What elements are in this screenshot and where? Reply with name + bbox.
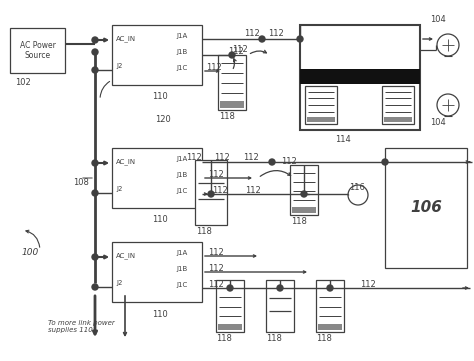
Text: 104: 104 [430, 15, 446, 24]
Text: 118: 118 [216, 334, 232, 343]
Text: 112: 112 [186, 153, 202, 162]
Bar [112, 148, 202, 208]
Text: 102: 102 [15, 78, 31, 87]
Text: 112: 112 [206, 63, 222, 72]
Bar [10, 28, 65, 73]
Circle shape [277, 285, 283, 291]
Circle shape [92, 254, 98, 260]
Bar [316, 280, 344, 332]
Text: 112: 112 [281, 157, 297, 166]
Bar [300, 25, 420, 130]
Text: 100: 100 [22, 248, 39, 257]
Text: J1A: J1A [176, 156, 187, 162]
Text: 112: 112 [208, 248, 224, 257]
Text: 112: 112 [208, 280, 224, 289]
Circle shape [208, 191, 214, 197]
Text: 110: 110 [152, 92, 168, 101]
Bar [112, 242, 202, 302]
Circle shape [269, 159, 275, 165]
Circle shape [229, 52, 235, 58]
Text: 120: 120 [155, 115, 171, 124]
Circle shape [92, 67, 98, 73]
Text: 110: 110 [152, 310, 168, 319]
Text: 114: 114 [335, 135, 351, 144]
Text: 112: 112 [243, 153, 259, 162]
Text: J1B: J1B [176, 172, 187, 178]
Text: J1C: J1C [176, 65, 187, 71]
Text: 118: 118 [219, 112, 235, 121]
Text: 112: 112 [268, 29, 284, 38]
Text: 104: 104 [430, 118, 446, 127]
Text: 108: 108 [73, 178, 89, 187]
Bar [266, 280, 294, 332]
Bar [382, 86, 414, 124]
Circle shape [297, 36, 303, 42]
Text: J1A: J1A [176, 33, 187, 39]
Text: 112: 112 [244, 29, 260, 38]
Bar [318, 324, 342, 330]
Bar [220, 101, 244, 108]
Circle shape [301, 191, 307, 197]
Bar [218, 55, 246, 110]
Text: AC_IN: AC_IN [116, 252, 136, 259]
Text: 118: 118 [196, 227, 212, 236]
Circle shape [92, 37, 98, 43]
Bar [292, 207, 316, 213]
Bar [307, 117, 335, 122]
Circle shape [382, 159, 388, 165]
Bar [218, 324, 242, 330]
Bar [112, 25, 202, 85]
Bar [216, 280, 244, 332]
Circle shape [227, 285, 233, 291]
Text: J1A: J1A [176, 250, 187, 256]
Text: 118: 118 [266, 334, 282, 343]
Text: 118: 118 [291, 217, 307, 226]
Text: 112: 112 [208, 264, 224, 273]
Bar [300, 69, 420, 84]
Text: J2: J2 [116, 280, 122, 286]
Text: 118: 118 [316, 334, 332, 343]
Circle shape [327, 285, 333, 291]
Text: 112: 112 [360, 280, 376, 289]
Bar [290, 165, 318, 215]
Text: J2: J2 [116, 63, 122, 69]
Text: AC Power
Source: AC Power Source [19, 41, 55, 60]
Text: 112: 112 [245, 186, 261, 195]
Bar [195, 160, 227, 225]
Text: 110: 110 [152, 215, 168, 224]
Circle shape [92, 284, 98, 290]
Circle shape [92, 190, 98, 196]
Text: J1B: J1B [176, 49, 187, 55]
Text: AC_IN: AC_IN [116, 35, 136, 42]
Text: 112: 112 [232, 45, 248, 54]
Text: J1B: J1B [176, 266, 187, 272]
Text: 112: 112 [212, 186, 228, 195]
Bar [305, 86, 337, 124]
Text: 116: 116 [349, 183, 365, 192]
Text: 112: 112 [228, 47, 244, 56]
Text: J1C: J1C [176, 188, 187, 194]
Circle shape [92, 49, 98, 55]
Bar [384, 117, 412, 122]
Text: 112: 112 [214, 153, 230, 162]
Bar [385, 148, 467, 268]
Text: J2: J2 [116, 186, 122, 192]
Text: To more link power
supplies 110: To more link power supplies 110 [48, 320, 115, 333]
Circle shape [259, 36, 265, 42]
Text: 112: 112 [208, 170, 224, 179]
Text: 106: 106 [410, 200, 442, 216]
Circle shape [92, 160, 98, 166]
Text: AC_IN: AC_IN [116, 158, 136, 165]
Text: J1C: J1C [176, 282, 187, 288]
